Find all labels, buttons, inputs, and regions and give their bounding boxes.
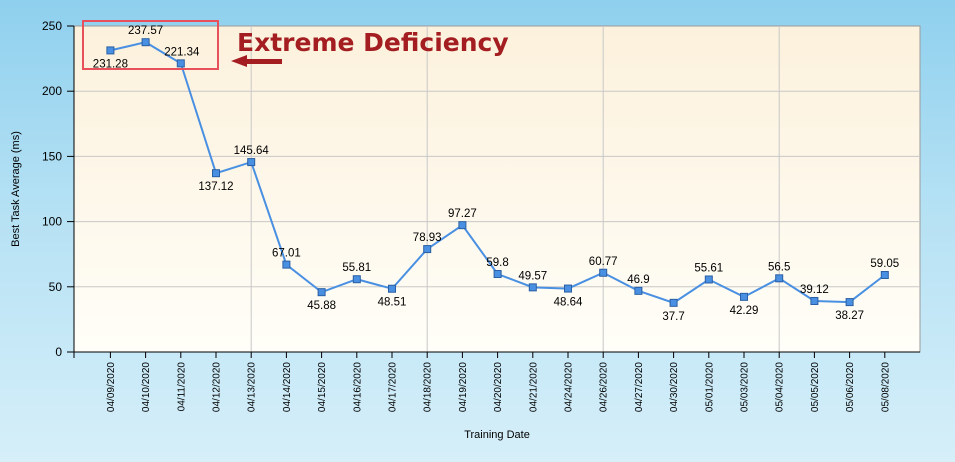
x-tick-label: 04/27/2020	[634, 362, 645, 412]
data-point	[775, 274, 784, 283]
x-axis-title: Training Date	[464, 429, 530, 441]
x-tick-label: 04/13/2020	[247, 362, 258, 412]
data-point	[704, 275, 713, 284]
x-tick-label: 05/06/2020	[845, 362, 856, 412]
data-point	[880, 270, 889, 279]
data-label: 55.61	[694, 262, 723, 274]
y-tick-label: 250	[42, 19, 62, 33]
data-point	[352, 275, 361, 284]
data-point	[458, 221, 467, 230]
data-label: 97.27	[448, 208, 477, 220]
x-tick-label: 05/08/2020	[880, 362, 891, 412]
x-tick-label: 04/15/2020	[317, 362, 328, 412]
x-axis-ticks: 04/09/2020 04/10/2020 04/11/2020 04/12/2020…	[106, 352, 891, 412]
data-point	[845, 298, 854, 307]
x-tick-label: 04/09/2020	[106, 362, 117, 412]
annotation-text: Extreme Deficiency	[237, 28, 509, 57]
data-point	[176, 59, 185, 68]
data-point	[106, 46, 115, 55]
gridlines	[74, 26, 920, 352]
data-point	[388, 284, 396, 293]
x-tick-label: 04/26/2020	[599, 362, 610, 412]
x-tick-label: 04/14/2020	[282, 362, 293, 412]
data-label: 42.29	[730, 305, 759, 317]
data-label: 39.12	[800, 284, 829, 296]
data-point	[669, 298, 678, 307]
data-label: 237.57	[128, 25, 163, 37]
data-label: 145.64	[234, 145, 270, 157]
data-point	[247, 158, 256, 167]
data-point	[810, 296, 819, 305]
y-tick-label: 150	[42, 149, 62, 163]
x-tick-label: 04/18/2020	[423, 362, 434, 412]
x-tick-label: 05/01/2020	[704, 362, 715, 412]
x-tick-label: 04/11/2020	[176, 362, 187, 412]
data-label: 49.57	[518, 270, 547, 282]
data-point	[423, 245, 432, 254]
arrow-left-icon	[231, 55, 282, 67]
y-tick-label: 50	[49, 280, 63, 294]
y-axis-title: Best Task Average (ms)	[10, 131, 22, 247]
data-label: 59.8	[486, 257, 508, 269]
annotation: Extreme Deficiency	[82, 20, 509, 70]
data-label: 48.64	[554, 297, 583, 309]
data-markers	[106, 38, 889, 307]
x-tick-label: 04/10/2020	[141, 362, 152, 412]
data-label: 38.27	[835, 310, 864, 322]
x-tick-label: 04/17/2020	[388, 362, 399, 412]
data-point	[141, 38, 150, 47]
axes	[68, 26, 920, 358]
y-tick-label: 200	[42, 84, 62, 98]
data-label: 231.28	[93, 58, 128, 70]
data-point	[740, 292, 748, 301]
x-tick-label: 05/03/2020	[740, 362, 751, 412]
data-label: 37.7	[662, 311, 684, 323]
data-label: 56.5	[768, 261, 790, 273]
data-label: 137.12	[198, 181, 233, 193]
x-tick-label: 04/16/2020	[352, 362, 363, 412]
x-tick-label: 04/30/2020	[669, 362, 680, 412]
data-point	[634, 286, 643, 295]
x-tick-label: 04/21/2020	[528, 362, 539, 412]
data-point	[282, 260, 291, 269]
data-label: 221.34	[164, 46, 200, 58]
data-point	[212, 169, 220, 178]
data-point	[564, 284, 572, 293]
x-tick-label: 05/05/2020	[810, 362, 821, 412]
data-point	[317, 288, 326, 297]
y-tick-label: 0	[55, 345, 62, 359]
x-tick-label: 04/20/2020	[493, 362, 504, 412]
data-label: 45.88	[307, 300, 336, 312]
data-label: 59.05	[870, 258, 899, 270]
data-point	[599, 268, 608, 277]
data-label: 60.77	[589, 256, 618, 268]
x-tick-label: 05/04/2020	[775, 362, 786, 412]
data-label: 46.9	[627, 274, 649, 286]
data-point	[493, 270, 502, 279]
data-label: 67.01	[272, 248, 301, 260]
data-label: 78.93	[413, 232, 442, 244]
x-tick-label: 04/24/2020	[564, 362, 575, 412]
x-tick-label: 04/19/2020	[458, 362, 469, 412]
data-label: 48.51	[378, 297, 407, 309]
y-axis-ticks: 0 50 100 150 200 250	[42, 19, 74, 359]
x-tick-label: 04/12/2020	[212, 362, 223, 412]
data-label: 55.81	[342, 262, 371, 274]
data-point	[528, 283, 537, 292]
y-tick-label: 100	[42, 215, 62, 229]
annotation-box	[82, 20, 219, 70]
